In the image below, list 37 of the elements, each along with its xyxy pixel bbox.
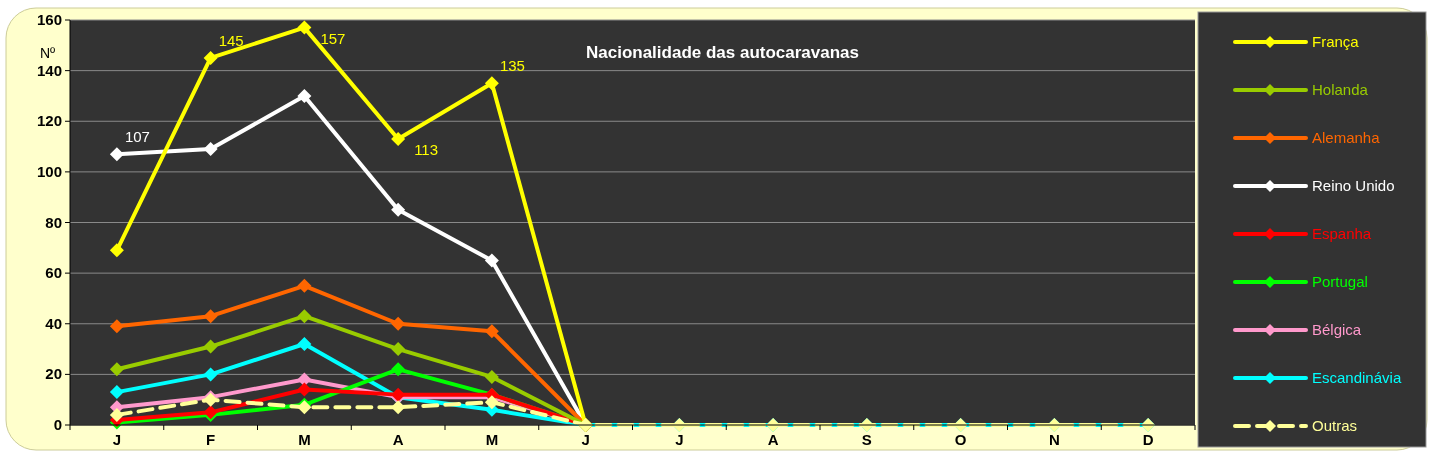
y-tick-label: 0	[53, 416, 62, 433]
y-axis-title: Nº	[40, 45, 56, 61]
legend-label: Espanha	[1312, 225, 1372, 242]
x-tick-label: J	[675, 431, 684, 448]
x-tick-label: J	[112, 431, 122, 448]
data-label: 157	[320, 29, 346, 47]
legend-label: Alemanha	[1312, 129, 1381, 146]
y-tick-label: 40	[45, 314, 62, 332]
legend-label: Reino Unido	[1312, 177, 1395, 194]
data-label: 145	[218, 31, 244, 49]
x-tick-label: S	[861, 431, 872, 448]
x-tick-label: M	[298, 431, 311, 448]
y-tick-label: 160	[36, 11, 62, 28]
y-tick-label: 120	[36, 112, 62, 130]
x-tick-label: M	[485, 431, 499, 448]
legend-label: Holanda	[1312, 81, 1369, 98]
legend-label: Portugal	[1312, 273, 1368, 290]
legend-label: Outras	[1312, 417, 1358, 434]
x-tick-label: O	[954, 431, 967, 448]
x-tick-label: D	[1142, 431, 1154, 448]
legend-label: França	[1312, 33, 1360, 50]
x-tick-label: A	[392, 431, 404, 448]
y-tick-label: 140	[36, 61, 62, 79]
data-label: 135	[499, 57, 525, 75]
legend-label: Escandinávia	[1312, 369, 1402, 386]
x-tick-label: J	[581, 431, 590, 448]
y-tick-label: 60	[45, 264, 62, 282]
y-tick-label: 20	[45, 365, 62, 383]
x-tick-label: N	[1048, 431, 1060, 448]
y-tick-label: 100	[36, 162, 62, 180]
x-tick-label: F	[206, 431, 216, 448]
text: Nacionalidade das autocaravanas	[585, 43, 860, 62]
legend-label: Bélgica	[1312, 321, 1362, 338]
data-label: 113	[414, 140, 439, 158]
x-tick-label: A	[767, 431, 779, 448]
y-tick-label: 80	[45, 213, 62, 231]
data-label: 107	[124, 128, 150, 146]
